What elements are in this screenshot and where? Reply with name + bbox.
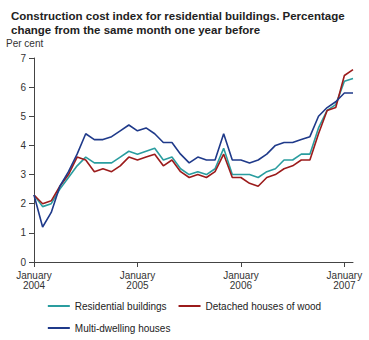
svg-text:January: January	[223, 269, 259, 281]
svg-text:3: 3	[20, 169, 26, 180]
svg-text:5: 5	[20, 111, 26, 122]
svg-text:4: 4	[20, 140, 26, 151]
svg-text:0: 0	[20, 257, 26, 268]
svg-text:Detached houses of wood: Detached houses of wood	[206, 301, 322, 312]
svg-text:6: 6	[20, 82, 26, 93]
svg-text:2004: 2004	[23, 280, 46, 291]
svg-text:2: 2	[20, 198, 26, 209]
svg-text:2007: 2007	[333, 280, 356, 291]
svg-text:Per cent: Per cent	[6, 38, 43, 49]
svg-text:January: January	[119, 269, 156, 281]
svg-text:1: 1	[20, 227, 26, 238]
svg-text:change from the same month one: change from the same month one year befo…	[11, 24, 260, 36]
svg-text:Construction cost index for re: Construction cost index for residential …	[11, 10, 348, 22]
svg-text:2005: 2005	[126, 280, 149, 291]
svg-text:7: 7	[20, 53, 26, 64]
svg-text:Multi-dwelling houses: Multi-dwelling houses	[75, 323, 171, 334]
svg-text:2006: 2006	[230, 280, 253, 291]
svg-text:January: January	[16, 269, 52, 281]
svg-text:January: January	[326, 269, 363, 281]
svg-text:Residential buildings: Residential buildings	[75, 301, 167, 312]
